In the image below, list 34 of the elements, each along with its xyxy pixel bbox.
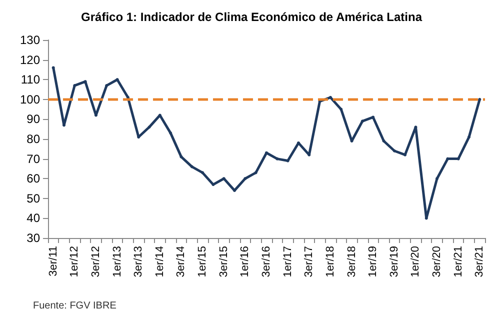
- y-tick-label: 100: [20, 92, 40, 106]
- y-tick-label: 30: [26, 231, 40, 245]
- x-tick-label: 1er/18: [324, 246, 336, 278]
- x-tick-label: 1er/19: [367, 246, 380, 278]
- y-tick-label: 120: [20, 52, 40, 67]
- x-tick-label: 1er/15: [196, 246, 209, 278]
- x-tick-label: 1er/13: [111, 246, 124, 278]
- y-tick-label: 90: [26, 112, 40, 126]
- x-tick-label: 1er/20: [410, 246, 422, 278]
- y-tick-label: 80: [26, 132, 40, 146]
- x-tick-label: 1er/17: [282, 246, 294, 278]
- y-tick-label: 110: [20, 72, 40, 87]
- x-tick-label: 3er/17: [303, 246, 316, 278]
- chart-title: Gráfico 1: Indicador de Clima Económico de América Latina: [81, 10, 422, 24]
- source-note: Fuente: FGV IBRE: [33, 300, 117, 312]
- x-tick-label: 3er/19: [388, 246, 400, 278]
- x-tick-label: 1er/12: [68, 246, 81, 278]
- x-tick-label: 3er/14: [175, 246, 188, 278]
- y-tick-label: 40: [26, 211, 40, 226]
- x-tick-label: 3er/21: [474, 246, 486, 278]
- x-tick-label: 1er/14: [154, 246, 166, 278]
- y-tick-label: 130: [20, 33, 40, 47]
- x-tick-label: 3er/15: [218, 246, 230, 278]
- x-tick-label: 3er/18: [346, 246, 358, 278]
- x-tick-label: 3er/16: [260, 246, 272, 278]
- x-tick-label: 3er/20: [431, 246, 444, 278]
- y-tick-label: 70: [26, 152, 40, 166]
- x-tick-label: 3er/13: [132, 246, 145, 278]
- x-tick-label: 1er/16: [239, 246, 252, 278]
- x-tick-label: 3er/11: [47, 246, 60, 276]
- y-tick-label: 60: [26, 172, 40, 186]
- x-tick-label: 1er/21: [452, 246, 464, 278]
- x-tick-label: 3er/12: [90, 246, 102, 278]
- y-tick-label: 50: [26, 191, 40, 206]
